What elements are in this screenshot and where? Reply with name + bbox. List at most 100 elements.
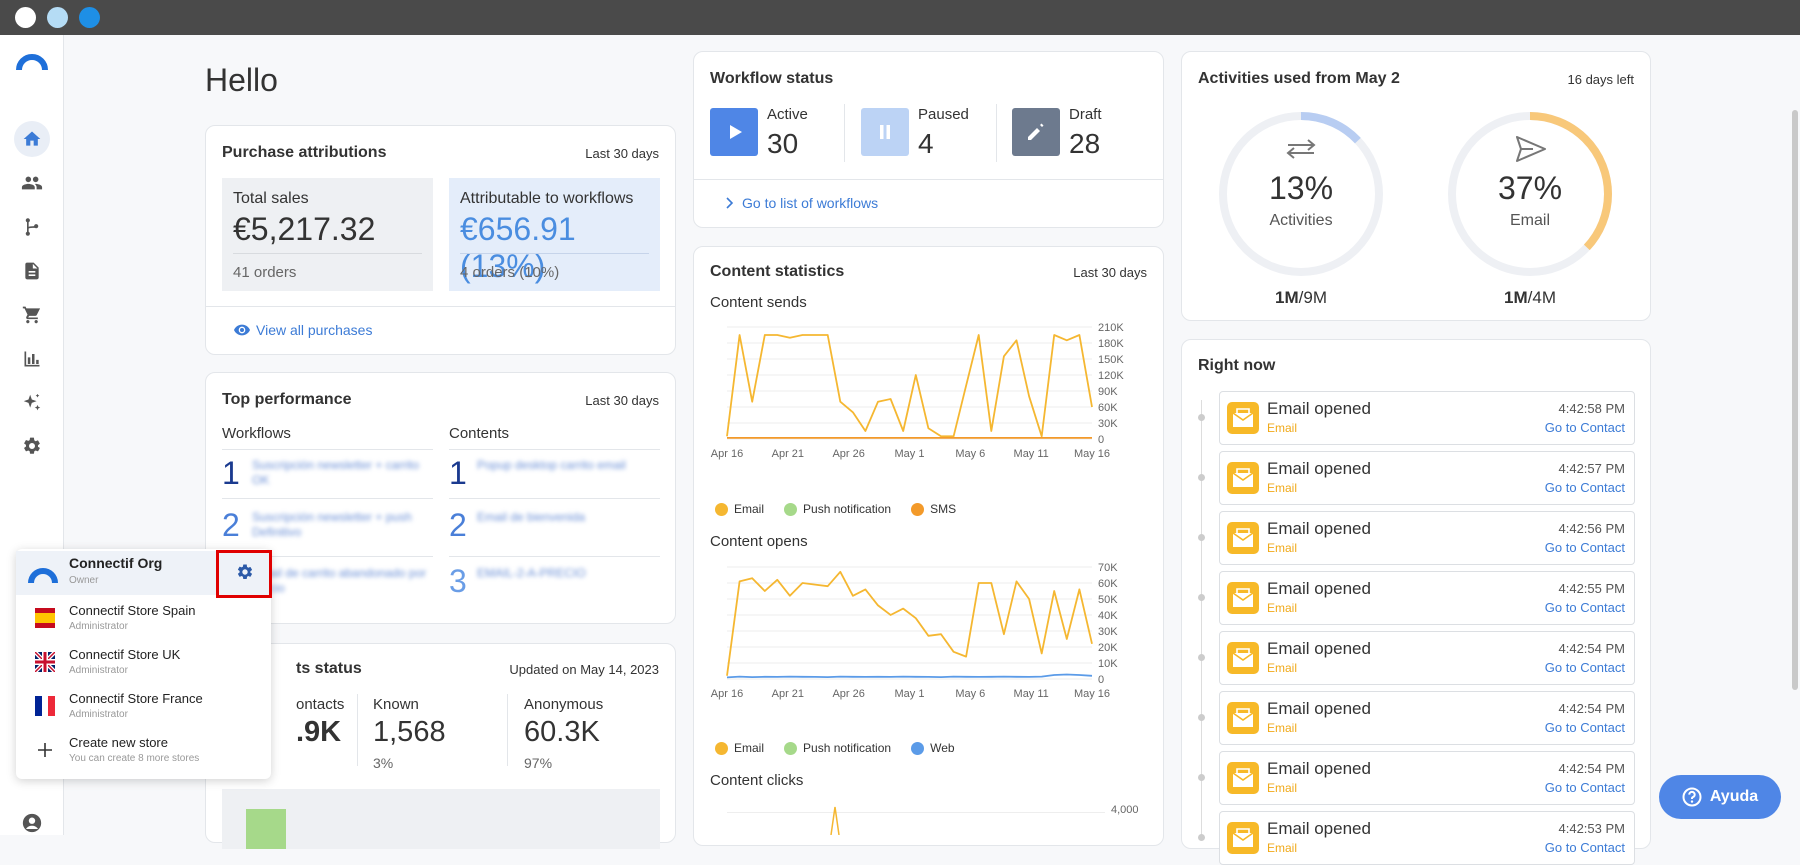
active-label: Active: [767, 106, 808, 123]
help-label: Ayuda: [1709, 788, 1759, 805]
highlight-box: [216, 550, 272, 598]
activities-gauge-label: Activities: [1269, 212, 1333, 229]
logo-icon[interactable]: [16, 52, 48, 72]
contacts-updated: Updated on May 14, 2023: [509, 662, 659, 677]
activity-event[interactable]: Email opened Email 4:42:54 PM Go to Contact: [1219, 691, 1635, 745]
anonymous-pct: 97%: [524, 755, 553, 771]
event-channel: Email: [1267, 781, 1298, 795]
contacts-bar-chart: [222, 789, 660, 849]
email-total: /4M: [1527, 288, 1556, 307]
y-tick-label: 150K: [1098, 354, 1124, 366]
minimize-window-button[interactable]: [47, 7, 68, 28]
anonymous-value: 60.3K: [524, 716, 600, 748]
close-window-button[interactable]: [15, 7, 36, 28]
event-time: 4:42:53 PM: [1558, 821, 1626, 836]
workflows-icon[interactable]: [14, 209, 50, 245]
settings-icon[interactable]: [14, 428, 50, 464]
activity-event[interactable]: Email opened Email 4:42:54 PM Go to Contact: [1219, 631, 1635, 685]
user-icon[interactable]: [14, 805, 50, 841]
event-title: Email opened: [1267, 399, 1371, 418]
go-to-contact-link[interactable]: Go to Contact: [1544, 600, 1625, 615]
go-to-contact-link[interactable]: Go to Contact: [1544, 480, 1625, 495]
email-opened-icon: [1227, 582, 1259, 614]
timeline-dot: [1198, 714, 1205, 721]
rank-number: 1: [222, 455, 240, 491]
top-content-1[interactable]: 1 Popup desktop carrito email: [449, 455, 660, 495]
maximize-window-button[interactable]: [79, 7, 100, 28]
page-scrollbar[interactable]: [1792, 110, 1798, 690]
y-tick-label: 180K: [1098, 338, 1124, 350]
activity-event[interactable]: Email opened Email 4:42:58 PM Go to Contact: [1219, 391, 1635, 445]
top-workflow-1[interactable]: 1 Suscripción newsletter + carrito OK: [222, 455, 433, 495]
activity-event[interactable]: Email opened Email 4:42:56 PM Go to Contact: [1219, 511, 1635, 565]
content-name: Popup desktop carrito email: [477, 458, 626, 472]
activity-event[interactable]: Email opened Email 4:42:53 PM Go to Contact: [1219, 811, 1635, 865]
timeline-dot: [1198, 654, 1205, 661]
store-item-france[interactable]: Connectif Store France Administrator: [16, 687, 271, 731]
view-all-purchases-link[interactable]: View all purchases: [234, 322, 372, 338]
activity-event[interactable]: Email opened Email 4:42:57 PM Go to Contact: [1219, 451, 1635, 505]
email-gauge: [1448, 112, 1612, 276]
go-to-workflows-link[interactable]: Go to list of workflows: [726, 195, 878, 211]
contents-icon[interactable]: [14, 253, 50, 289]
store-item-spain[interactable]: Connectif Store Spain Administrator: [16, 599, 271, 643]
total-contacts-label: ontacts: [296, 696, 345, 713]
email-opened-icon: [1227, 522, 1259, 554]
draft-value: 28: [1069, 128, 1101, 159]
go-to-contact-link[interactable]: Go to Contact: [1544, 420, 1625, 435]
event-time: 4:42:54 PM: [1558, 701, 1626, 716]
activity-event[interactable]: Email opened Email 4:42:54 PM Go to Contact: [1219, 751, 1635, 805]
contacts-icon[interactable]: [14, 165, 50, 201]
top-workflow-2[interactable]: 2 Suscripción newsletter + push Definiti…: [222, 507, 433, 547]
x-tick-label: Apr 26: [832, 688, 864, 700]
clicks-axis-top: 4,000: [1111, 804, 1139, 816]
content-sends-label: Content sends: [710, 294, 807, 311]
pencil-icon[interactable]: [1012, 108, 1060, 156]
cart-icon[interactable]: [14, 297, 50, 333]
top-performance-period: Last 30 days: [585, 393, 659, 408]
go-to-contact-link[interactable]: Go to Contact: [1544, 660, 1625, 675]
store-item-connectif-org[interactable]: Connectif Org Owner: [16, 551, 271, 595]
send-icon: [1516, 136, 1546, 162]
ai-sparkle-icon[interactable]: [14, 385, 50, 421]
legend-sms-dot: [911, 502, 925, 516]
top-content-2[interactable]: 2 Email de bienvenida: [449, 507, 660, 547]
legend-email-dot: [715, 741, 728, 755]
store-name: Connectif Store France: [69, 691, 203, 706]
go-to-contact-link[interactable]: Go to Contact: [1544, 840, 1625, 855]
event-time: 4:42:58 PM: [1558, 401, 1626, 416]
x-tick-label: May 16: [1074, 688, 1110, 700]
play-icon[interactable]: [710, 108, 758, 156]
activity-event[interactable]: Email opened Email 4:42:55 PM Go to Contact: [1219, 571, 1635, 625]
y-tick-label: 20K: [1098, 642, 1118, 654]
content-clicks-label: Content clicks: [710, 772, 804, 789]
pause-icon[interactable]: [861, 108, 909, 156]
analytics-icon[interactable]: [14, 341, 50, 377]
go-to-contact-link[interactable]: Go to Contact: [1544, 540, 1625, 555]
activities-gauge: [1219, 112, 1383, 276]
gauge-fill: [1219, 112, 1383, 276]
store-item-uk[interactable]: Connectif Store UK Administrator: [16, 643, 271, 687]
top-content-3[interactable]: 3 EMAIL-2-A-PRECIO: [449, 563, 660, 603]
store-name: Connectif Store UK: [69, 647, 181, 662]
legend-email-dot: [715, 502, 728, 516]
y-tick-label: 30K: [1098, 626, 1118, 638]
create-new-store-item[interactable]: Create new store You can create 8 more s…: [16, 731, 271, 775]
go-to-contact-link[interactable]: Go to Contact: [1544, 780, 1625, 795]
series-line-email: [726, 570, 1093, 676]
page-title: Hello: [205, 62, 278, 98]
chevron-right-icon: [726, 197, 734, 209]
activities-used: 1M: [1275, 288, 1299, 307]
org-settings-gear-icon[interactable]: [236, 563, 254, 581]
go-to-contact-link[interactable]: Go to Contact: [1544, 720, 1625, 735]
home-icon[interactable]: [14, 121, 50, 157]
help-button[interactable]: Ayuda: [1659, 775, 1781, 819]
store-role: Administrator: [69, 621, 128, 632]
content-sends-chart: 0 30K 60K 90K 120K 150K 180K 210K Apr 16 Apr 21 Ap…: [711, 322, 1125, 460]
legend-push-dot: [784, 502, 798, 516]
x-tick-label: May 11: [1014, 448, 1049, 460]
legend-email: Email: [734, 502, 765, 516]
event-title: Email opened: [1267, 699, 1371, 718]
event-time: 4:42:55 PM: [1558, 581, 1626, 596]
content-name: Email de bienvenida: [477, 510, 586, 524]
